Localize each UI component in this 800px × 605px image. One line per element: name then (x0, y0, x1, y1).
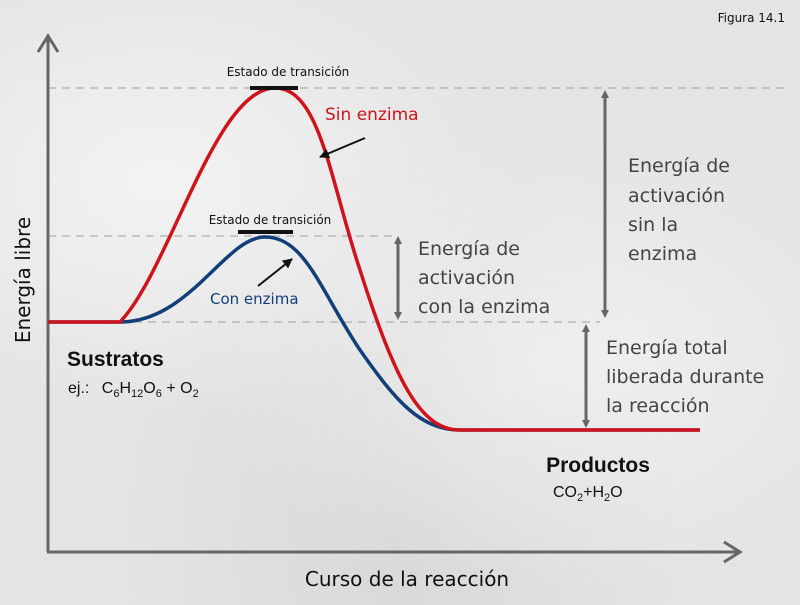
formula-subscript: 2 (193, 388, 199, 400)
formula-part: O (610, 484, 622, 501)
annotation-line: Energía de (628, 155, 730, 177)
substrates-formula: ej.: C6H12O6 + O2 (68, 380, 199, 400)
products-title: Productos (546, 454, 650, 477)
annotation-line: Energía total (606, 337, 728, 359)
annotation-line: sin la (628, 214, 678, 236)
pointer-arrow-with-enzyme (257, 258, 293, 287)
guide-lines (48, 87, 785, 323)
formula-part: CO (553, 484, 577, 501)
formula-subscript: 12 (131, 388, 143, 400)
annotation-line: con la enzima (418, 296, 550, 318)
annotation-line: enzima (628, 243, 697, 265)
y-axis-arrow-icon (36, 33, 60, 53)
formula-part: + O (162, 380, 193, 397)
formula-part: H (119, 380, 131, 397)
formula-part: C (102, 380, 114, 397)
formula-subscript: 6 (156, 388, 162, 400)
annotation-line: liberada durante (606, 366, 764, 388)
annotation-line: la reacción (606, 395, 710, 417)
y-axis-label: Energía libre (11, 217, 35, 343)
substrates-title: Sustratos (67, 348, 164, 371)
formula-subscript: 2 (577, 492, 583, 504)
x-axis-label: Curso de la reacción (305, 567, 509, 591)
formula-subscript: 6 (113, 388, 119, 400)
formula-part: O (143, 380, 155, 397)
annotation-line: Energía de (418, 238, 520, 260)
annotation-line: activación (418, 267, 515, 289)
annotation-total-energy-released: Energía total liberada durante la reacci… (606, 337, 764, 417)
transition-state-label-uncatalyzed: Estado de transición (227, 65, 350, 79)
figure-label: Figura 14.1 (718, 11, 785, 25)
curve-without-enzyme (48, 86, 700, 432)
products-formula: CO2+H2O (553, 484, 623, 504)
formula-subscript: 2 (604, 492, 610, 504)
formula-part: +H (583, 484, 604, 501)
x-axis-arrow-icon (723, 540, 743, 564)
label-with-enzyme: Con enzima (210, 290, 299, 308)
label-without-enzyme: Sin enzima (325, 105, 419, 125)
curve-with-enzyme (48, 235, 700, 432)
axes (36, 33, 743, 564)
annotation-line: activación (628, 185, 725, 207)
pointer-arrow-without-enzyme (319, 137, 366, 159)
annotation-activation-with-enzyme: Energía de activación con la enzima (418, 238, 550, 318)
transition-state-label-catalyzed: Estado de transición (209, 213, 332, 227)
annotation-activation-without-enzyme: Energía de activación sin la enzima (628, 155, 730, 265)
formula-prefix: ej.: (68, 380, 89, 397)
